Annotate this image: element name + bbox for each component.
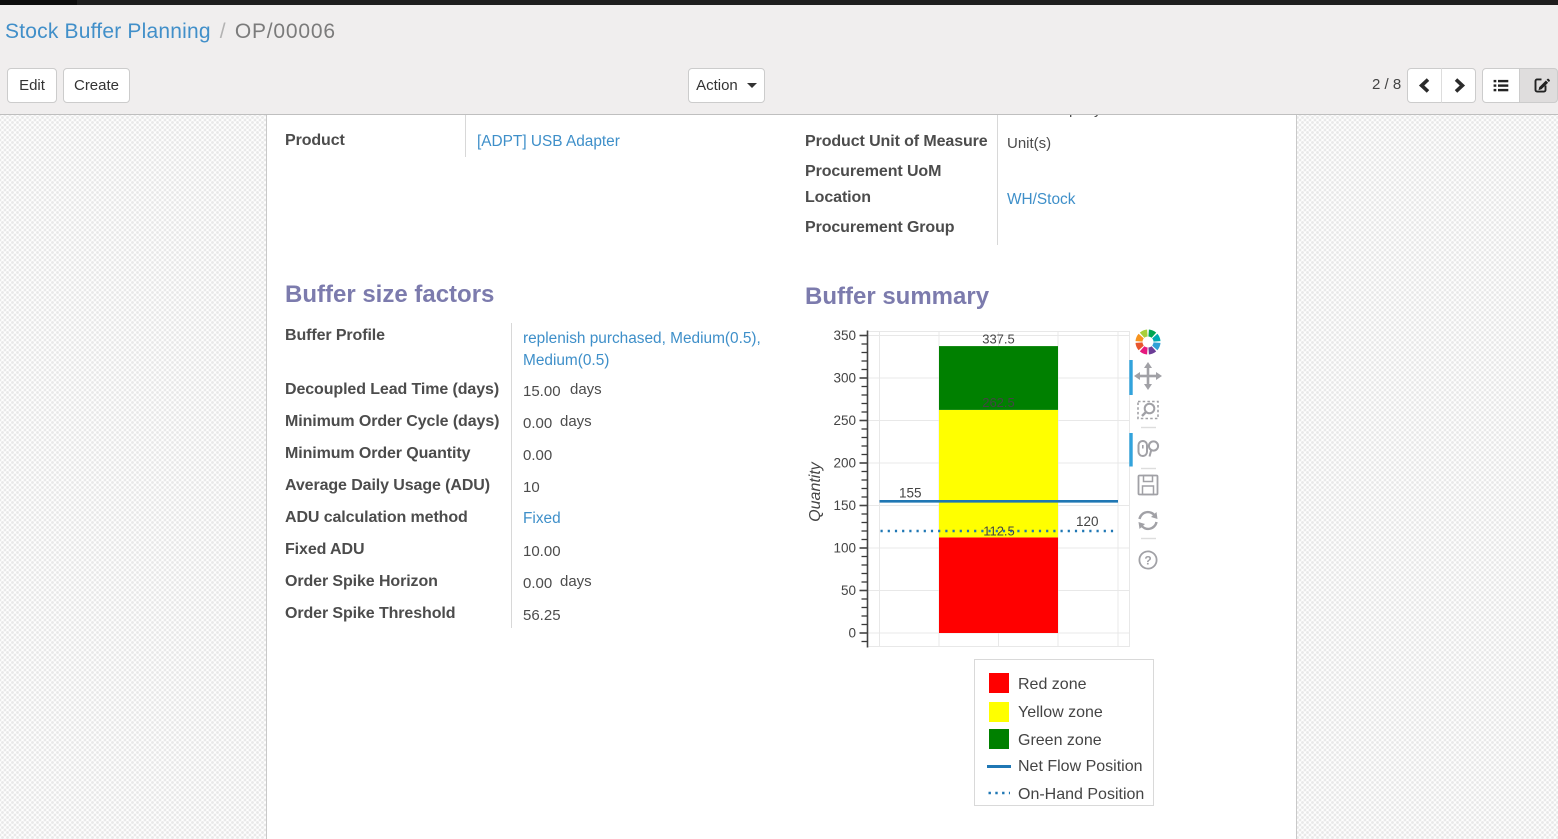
svg-text:50: 50 [841,583,856,598]
svg-text:250: 250 [833,413,856,428]
svg-text:150: 150 [833,498,856,513]
svg-text:Quantity: Quantity [807,461,824,522]
svg-text:300: 300 [833,371,856,386]
svg-text:262.5: 262.5 [982,395,1015,410]
svg-text:337.5: 337.5 [982,332,1015,347]
svg-text:112.5: 112.5 [983,524,1015,539]
svg-text:0: 0 [848,626,856,641]
svg-text:120: 120 [1076,514,1099,529]
svg-text:155: 155 [899,486,922,501]
svg-text:350: 350 [833,328,856,343]
svg-text:100: 100 [833,541,856,556]
svg-text:?: ? [1144,554,1151,568]
svg-text:200: 200 [833,456,856,471]
